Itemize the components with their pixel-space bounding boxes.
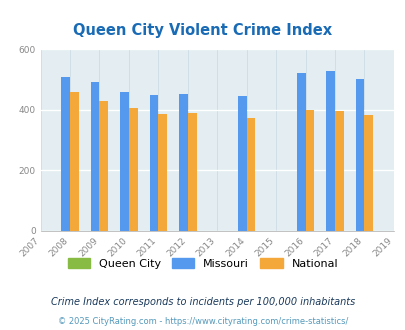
Bar	[246, 118, 255, 231]
Bar	[179, 94, 187, 231]
Bar	[363, 115, 372, 231]
Legend: Queen City, Missouri, National: Queen City, Missouri, National	[63, 254, 342, 273]
Bar	[90, 82, 99, 231]
Bar	[305, 110, 313, 231]
Bar	[237, 96, 246, 231]
Bar	[70, 92, 79, 231]
Bar	[158, 114, 167, 231]
Bar	[355, 79, 363, 231]
Bar	[325, 71, 334, 231]
Bar	[334, 111, 343, 231]
Text: Crime Index corresponds to incidents per 100,000 inhabitants: Crime Index corresponds to incidents per…	[51, 297, 354, 307]
Bar	[296, 73, 305, 231]
Bar	[61, 77, 70, 231]
Bar	[99, 101, 108, 231]
Text: © 2025 CityRating.com - https://www.cityrating.com/crime-statistics/: © 2025 CityRating.com - https://www.city…	[58, 317, 347, 326]
Bar	[128, 109, 137, 231]
Text: Queen City Violent Crime Index: Queen City Violent Crime Index	[73, 23, 332, 38]
Bar	[120, 92, 128, 231]
Bar	[188, 113, 196, 231]
Bar	[149, 95, 158, 231]
